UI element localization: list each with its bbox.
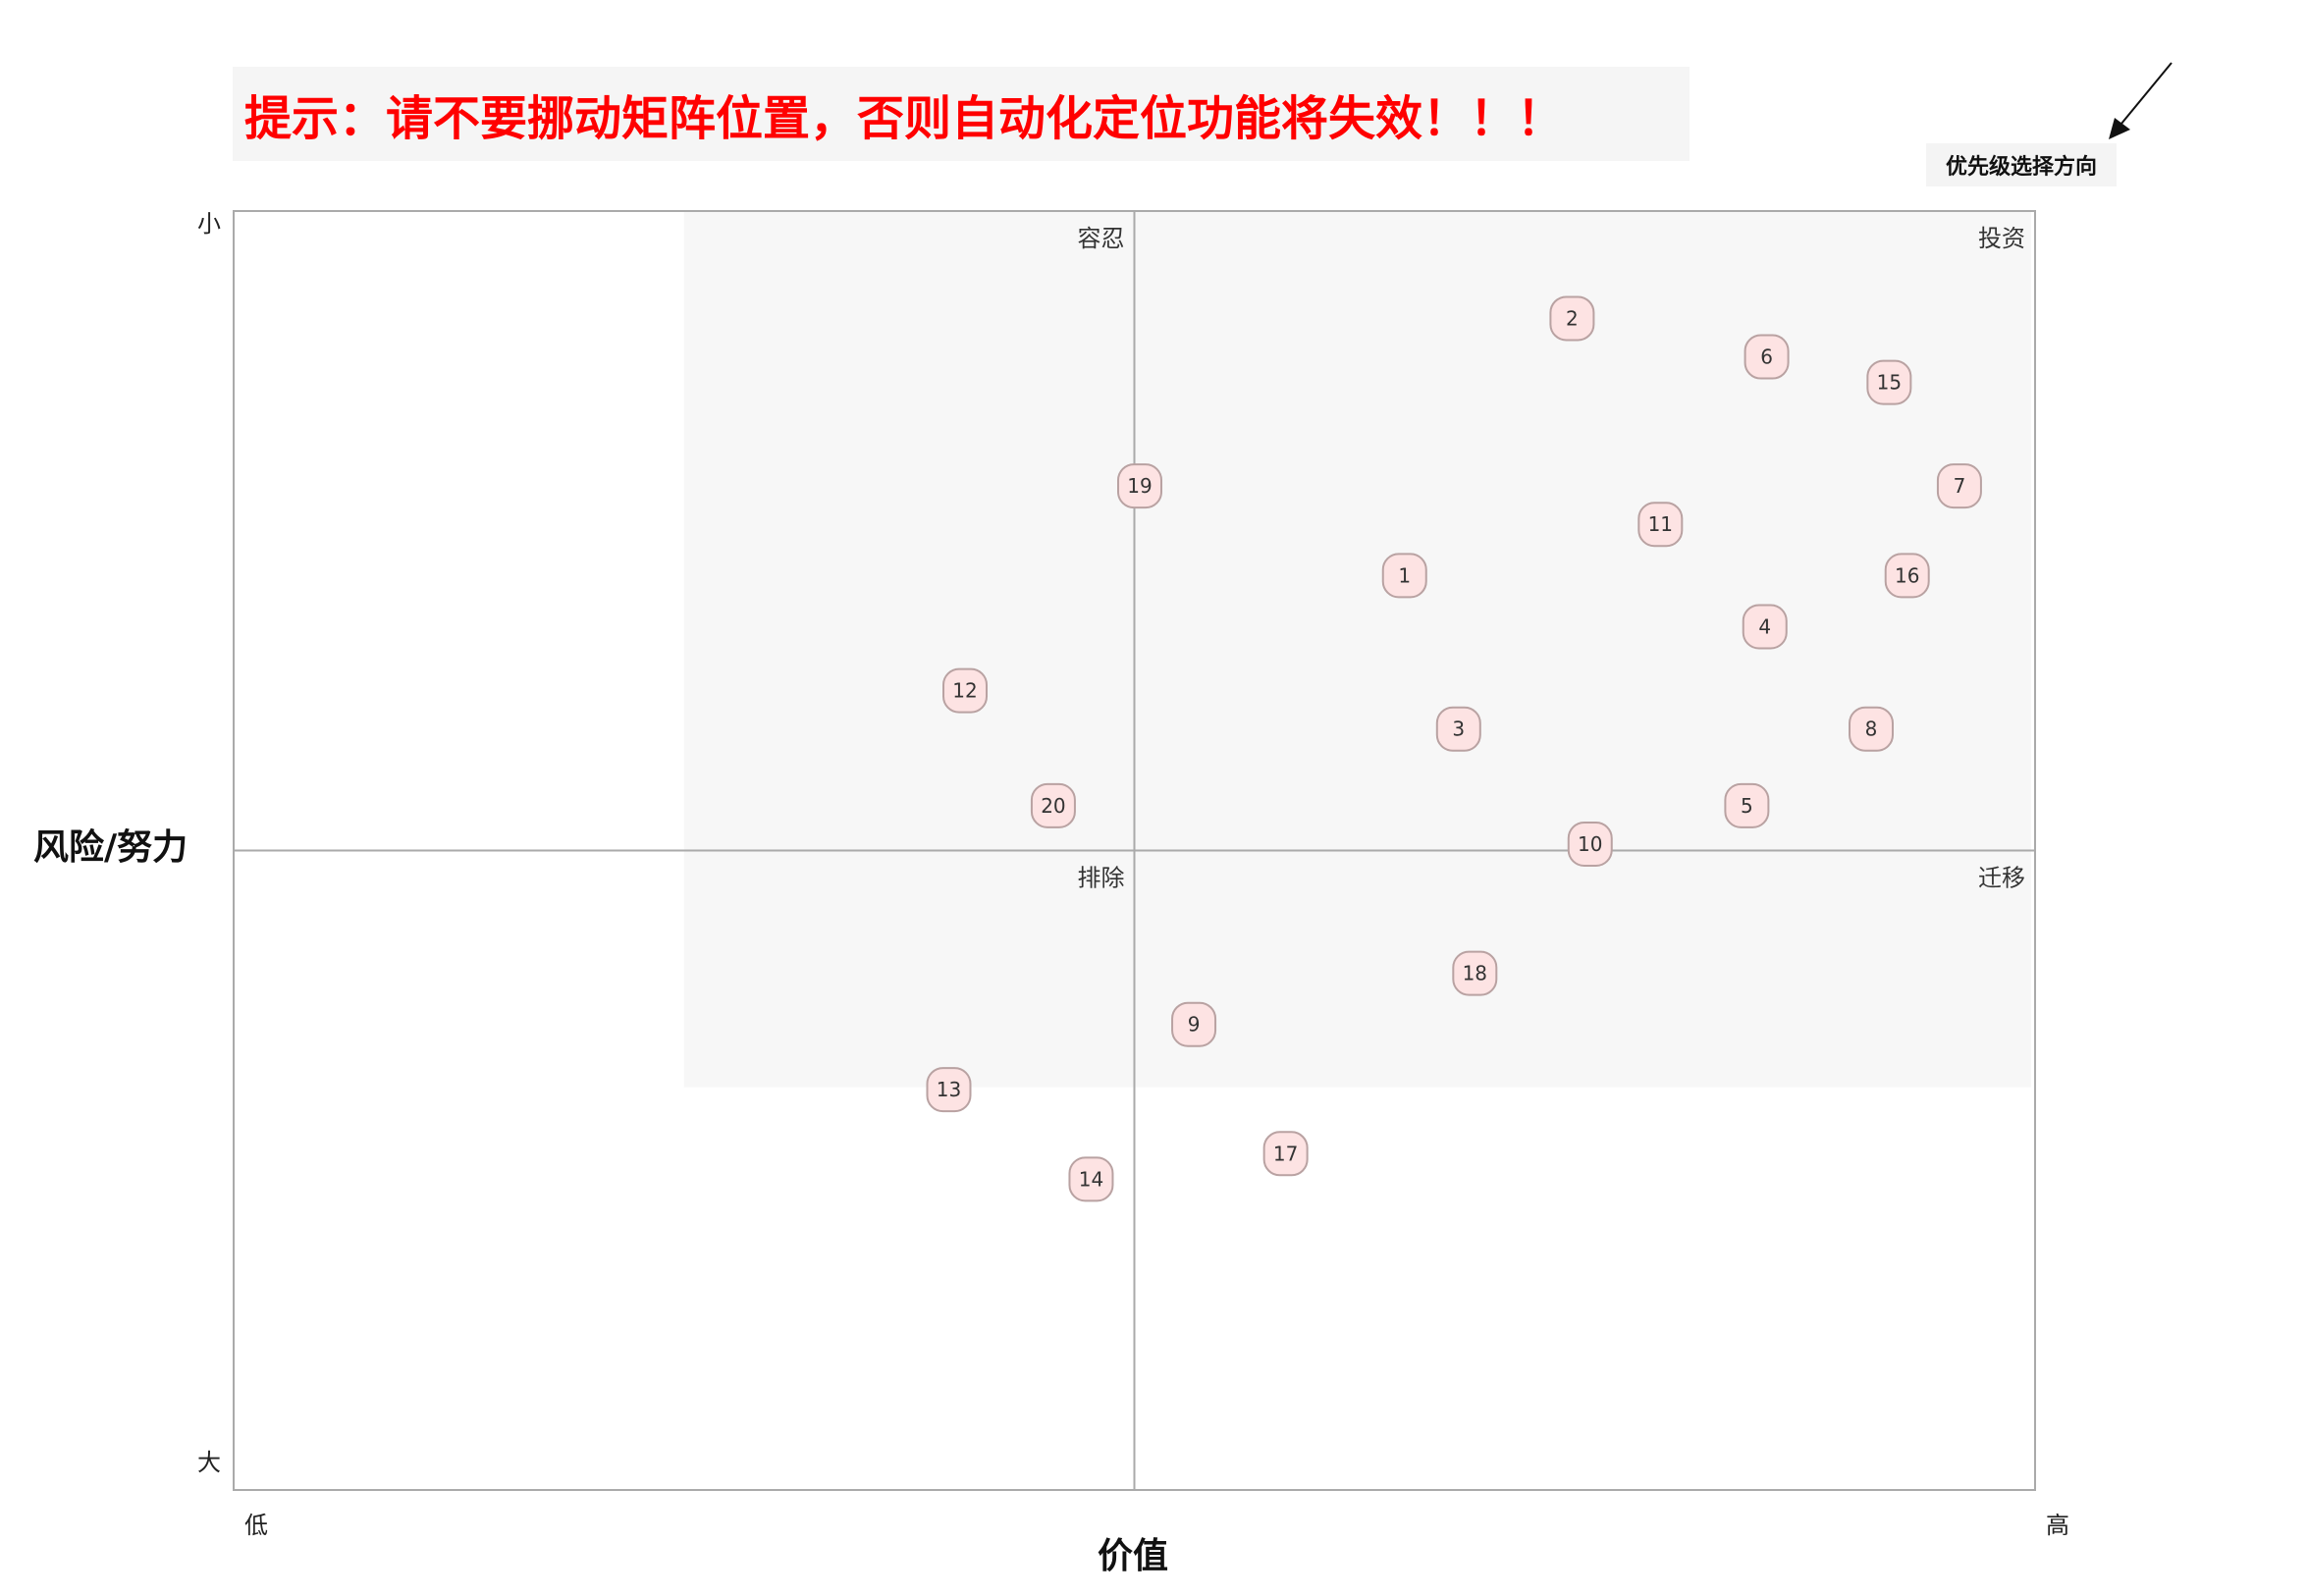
point-label-5: 5 <box>1741 794 1753 818</box>
point-label-13: 13 <box>937 1078 961 1101</box>
point-label-20: 20 <box>1041 794 1065 818</box>
point-marker-2 <box>1549 295 1595 342</box>
priority-direction-label: 优先级选择方向 <box>1926 143 2117 186</box>
point-marker-7 <box>1936 463 1982 509</box>
point-label-4: 4 <box>1758 614 1771 638</box>
point-label-2: 2 <box>1566 306 1579 330</box>
y-tick-bottom: 大 <box>197 1449 221 1476</box>
point-marker-6 <box>1744 334 1790 380</box>
point-label-17: 17 <box>1273 1142 1298 1165</box>
x-axis-title: 价值 <box>1098 1536 1169 1576</box>
point-marker-17 <box>1262 1131 1309 1177</box>
point-label-18: 18 <box>1463 962 1487 985</box>
quadrant-label-top-right: 投资 <box>1978 225 2025 252</box>
point-marker-15 <box>1866 359 1912 405</box>
point-marker-11 <box>1637 502 1684 548</box>
shaded-region <box>683 211 2031 1088</box>
point-marker-14 <box>1068 1156 1114 1202</box>
point-label-9: 9 <box>1188 1013 1201 1037</box>
point-marker-4 <box>1742 604 1788 650</box>
quadrant-label-bottom-right: 迁移 <box>1978 865 2025 892</box>
point-label-1: 1 <box>1398 563 1411 587</box>
point-label-19: 19 <box>1127 474 1152 498</box>
point-label-10: 10 <box>1578 832 1602 856</box>
warning-banner: 提示：请不要挪动矩阵位置，否则自动化定位功能将失效！！！ <box>233 67 1690 161</box>
y-axis-title: 风险/努力 <box>33 827 188 868</box>
quadrant-label-top-left: 容忍 <box>1078 225 1125 252</box>
point-marker-1 <box>1381 553 1427 599</box>
point-label-15: 15 <box>1877 371 1902 395</box>
y-tick-top: 小 <box>197 210 221 238</box>
x-tick-max: 高 <box>2046 1512 2069 1539</box>
point-marker-13 <box>926 1067 972 1113</box>
point-marker-12 <box>942 667 989 714</box>
x-tick-min: 低 <box>244 1512 268 1539</box>
point-marker-8 <box>1849 706 1895 752</box>
warning-text: 提示：请不要挪动矩阵位置，否则自动化定位功能将失效！！！ <box>244 91 1565 146</box>
point-label-11: 11 <box>1648 512 1673 536</box>
point-marker-10 <box>1567 821 1613 867</box>
point-marker-3 <box>1435 706 1481 752</box>
point-label-3: 3 <box>1452 718 1465 741</box>
point-label-12: 12 <box>952 679 977 703</box>
quadrant-label-bottom-left: 排除 <box>1078 865 1125 892</box>
point-marker-20 <box>1030 782 1076 828</box>
point-label-8: 8 <box>1865 718 1878 741</box>
point-label-7: 7 <box>1954 474 1966 498</box>
point-marker-18 <box>1452 950 1498 996</box>
point-label-6: 6 <box>1760 346 1773 369</box>
point-label-16: 16 <box>1895 563 1919 587</box>
point-marker-9 <box>1171 1001 1217 1047</box>
arrow-icon <box>2109 62 2173 139</box>
point-marker-5 <box>1724 782 1770 828</box>
point-marker-16 <box>1884 553 1930 599</box>
point-label-14: 14 <box>1079 1167 1103 1191</box>
point-marker-19 <box>1117 463 1163 509</box>
